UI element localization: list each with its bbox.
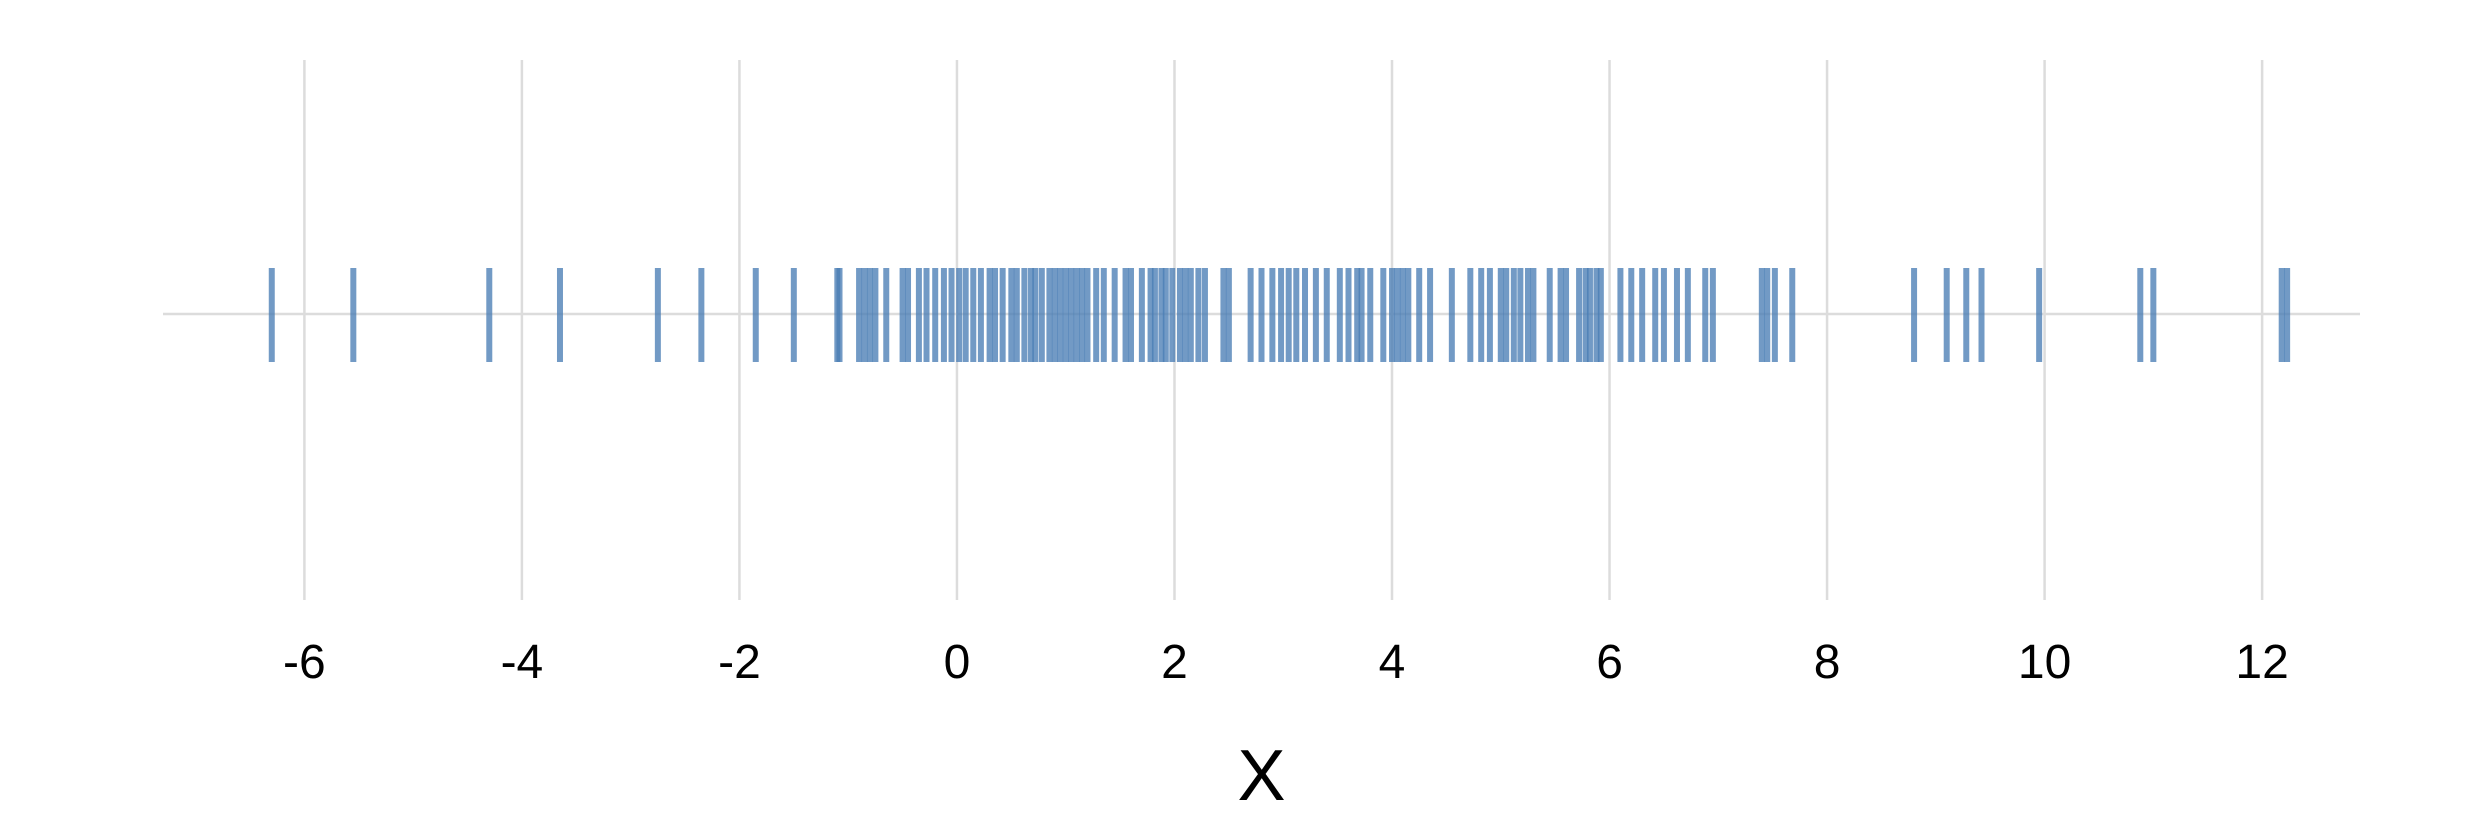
x-tick-label: 2	[1161, 636, 1188, 689]
x-tick-label: 12	[2235, 636, 2288, 689]
x-tick-label: 4	[1379, 636, 1406, 689]
x-axis-ticks: -6 -4 -2 0 2 4 6 8 10 12	[283, 636, 2289, 689]
x-tick-label: 8	[1814, 636, 1841, 689]
x-tick-label: -6	[283, 636, 326, 689]
x-tick-label: 6	[1596, 636, 1623, 689]
x-tick-label: 10	[2018, 636, 2071, 689]
x-axis-title: X	[1237, 736, 1285, 816]
x-tick-label: -2	[718, 636, 761, 689]
x-tick-label: -4	[501, 636, 544, 689]
x-tick-label: 0	[944, 636, 971, 689]
rug-marks	[268, 268, 2291, 362]
